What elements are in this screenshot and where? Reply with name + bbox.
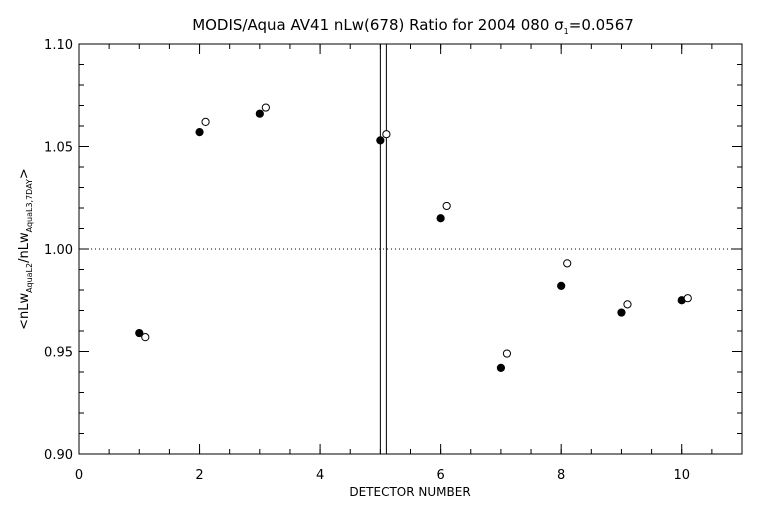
- data-points: [135, 103, 692, 372]
- x-tick-label: 0: [75, 468, 83, 483]
- x-tick-label: 10: [673, 468, 690, 483]
- y-tick-label: 0.95: [44, 346, 73, 361]
- y-tick-label: 1.05: [44, 141, 73, 156]
- major-ticks: [78, 43, 742, 455]
- filled-point: [617, 308, 626, 317]
- open-point: [442, 201, 451, 211]
- filled-point: [496, 363, 506, 372]
- open-point: [683, 294, 692, 303]
- open-point: [261, 103, 270, 112]
- chart-title: MODIS/Aqua AV41 nLw(678) Ratio for 2004 …: [192, 16, 634, 36]
- open-point: [563, 259, 572, 268]
- open-point: [382, 130, 391, 139]
- filled-point: [436, 214, 445, 223]
- x-tick-label: 8: [557, 468, 565, 483]
- x-tick-label: 4: [316, 468, 324, 483]
- chart-title-main: MODIS/Aqua AV41 nLw(678) Ratio for 2004 …: [192, 16, 564, 34]
- open-point: [623, 300, 632, 309]
- minor-ticks: [78, 43, 743, 455]
- x-axis-label: DETECTOR NUMBER: [349, 485, 470, 499]
- open-point: [502, 349, 512, 358]
- vertical-marker-lines: [379, 44, 387, 454]
- x-tick-label: 2: [195, 468, 203, 483]
- y-tick-label: 1.10: [44, 38, 73, 53]
- y-axis-label: <nLwAquaL2/nLwAquaL3,7DAY>: [17, 168, 34, 330]
- filled-point: [135, 328, 144, 338]
- y-label-mid: /nLw: [17, 232, 32, 263]
- tick-labels: 0 2 4 6 8 10 0.90 0.95 1.00 1.05 1.10: [44, 38, 690, 483]
- filled-point: [195, 128, 204, 137]
- y-label-sub1: AquaL2: [25, 263, 34, 293]
- y-label-open: <nLw: [17, 292, 32, 329]
- open-point: [201, 117, 210, 127]
- y-tick-label: 1.00: [44, 243, 73, 258]
- y-tick-label: 0.90: [44, 448, 73, 463]
- filled-point: [255, 109, 264, 118]
- chart-title-suffix: =0.0567: [569, 16, 634, 34]
- chart-title-subscript: 1: [564, 27, 569, 36]
- x-tick-label: 6: [436, 468, 444, 483]
- plot-frame: [78, 43, 743, 455]
- open-point: [141, 333, 150, 342]
- filled-point: [376, 136, 385, 145]
- y-label-sub2: AquaL3,7DAY: [25, 179, 34, 232]
- y-label-close: >: [17, 168, 32, 179]
- filled-point: [557, 281, 566, 290]
